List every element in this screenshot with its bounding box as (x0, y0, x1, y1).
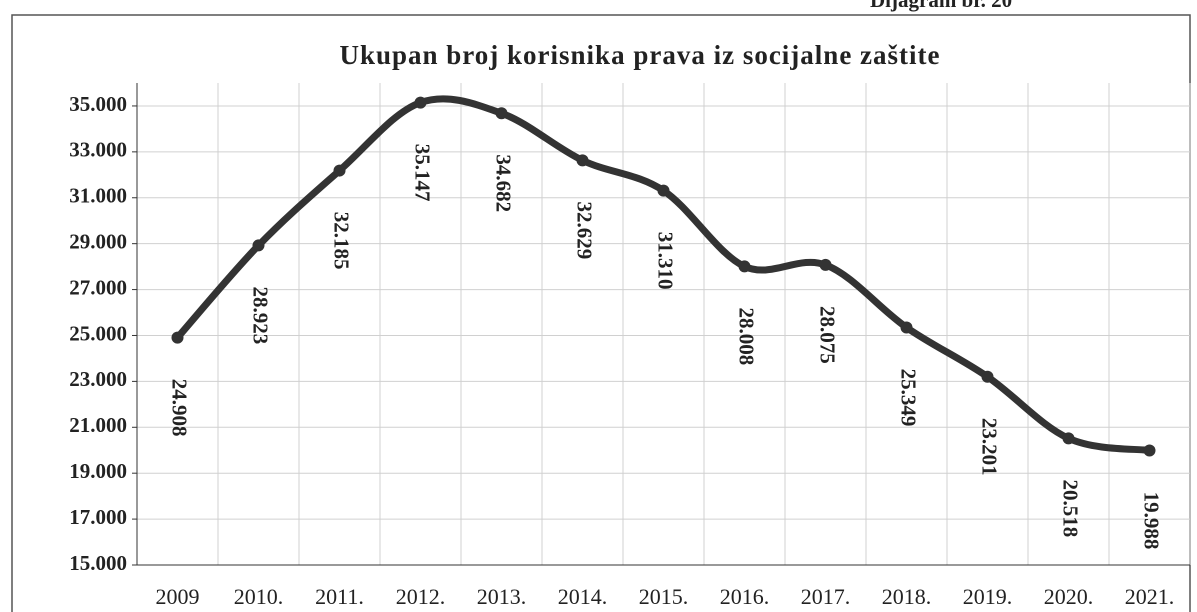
data-point (657, 184, 670, 197)
data-label: 32.185 (330, 212, 354, 270)
data-label: 28.008 (735, 308, 759, 366)
data-label: 19.988 (1140, 492, 1164, 550)
y-tick-label: 21.000 (69, 413, 127, 437)
y-tick-label: 35.000 (69, 92, 127, 116)
x-tick-label: 2021. (1125, 584, 1175, 609)
data-label: 34.682 (492, 154, 516, 212)
data-point (738, 260, 751, 273)
y-tick-label: 31.000 (69, 184, 127, 208)
data-label: 28.923 (249, 287, 273, 345)
data-point (900, 321, 913, 334)
data-label: 32.629 (573, 201, 597, 259)
x-tick-label: 2011. (315, 584, 364, 609)
x-tick-label: 2016. (720, 584, 770, 609)
x-tick-label: 2009 (156, 584, 200, 609)
data-label: 31.310 (654, 232, 678, 290)
data-label: 35.147 (411, 144, 435, 202)
y-tick-label: 33.000 (69, 138, 127, 162)
diagram-number: Dijagram br. 20 (870, 0, 1012, 12)
data-label: 23.201 (978, 418, 1002, 476)
data-label: 25.349 (897, 369, 921, 427)
y-tick-label: 17.000 (69, 505, 127, 529)
x-tick-label: 2013. (477, 584, 527, 609)
x-tick-label: 2019. (963, 584, 1013, 609)
x-tick-label: 2012. (396, 584, 446, 609)
y-tick-label: 29.000 (69, 229, 127, 253)
data-point (819, 258, 832, 271)
data-point (495, 107, 508, 120)
y-tick-label: 19.000 (69, 459, 127, 483)
data-label: 20.518 (1059, 479, 1083, 537)
data-point (981, 370, 994, 383)
data-point (171, 331, 184, 344)
y-tick-label: 27.000 (69, 275, 127, 299)
x-tick-label: 2018. (882, 584, 932, 609)
x-tick-label: 2020. (1044, 584, 1094, 609)
x-tick-label: 2010. (234, 584, 284, 609)
x-tick-label: 2015. (639, 584, 689, 609)
data-point (1062, 432, 1075, 445)
x-tick-label: 2017. (801, 584, 851, 609)
y-tick-label: 15.000 (69, 551, 127, 575)
y-tick-label: 23.000 (69, 367, 127, 391)
x-tick-label: 2014. (558, 584, 608, 609)
data-point (576, 154, 589, 167)
data-label: 28.075 (816, 306, 840, 364)
data-label: 24.908 (168, 379, 192, 437)
chart-title: Ukupan broj korisnika prava iz socijalne… (339, 40, 940, 70)
y-tick-label: 25.000 (69, 321, 127, 345)
data-point (333, 164, 346, 177)
data-point (414, 96, 427, 109)
data-point (252, 239, 265, 252)
chart-frame (11, 14, 1191, 612)
data-point (1143, 444, 1156, 457)
